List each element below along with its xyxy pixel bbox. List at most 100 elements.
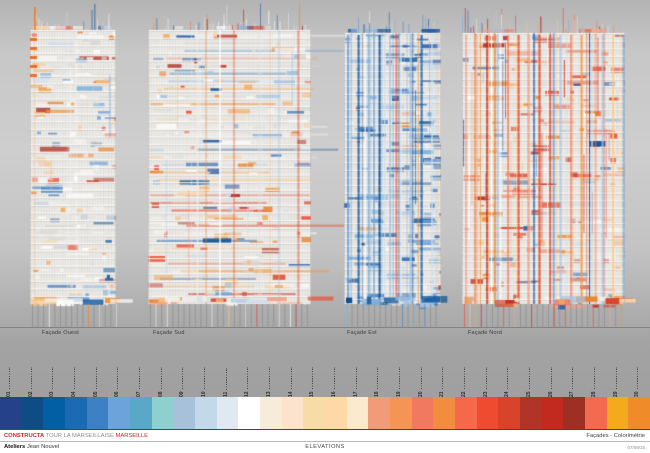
color-code-microtext	[571, 367, 573, 390]
palette-swatch-20	[411, 397, 434, 430]
color-code-microtext	[138, 367, 140, 390]
color-code-microtext	[528, 367, 530, 390]
palette-swatch-08	[151, 397, 174, 430]
color-code-microtext	[376, 367, 378, 390]
palette-label-06: 06	[112, 356, 126, 397]
palette-bottom-rule	[0, 428, 650, 431]
palette-label-30: 30	[632, 356, 646, 397]
title-block-divider	[0, 441, 650, 443]
color-code-microtext	[463, 367, 465, 390]
palette-label-28: 28	[589, 356, 603, 397]
color-code-microtext	[333, 367, 335, 390]
ground-line	[0, 327, 650, 328]
color-code-microtext	[51, 367, 53, 390]
palette-swatch-27	[563, 397, 586, 430]
company-name: CONSTRUCTA	[4, 433, 45, 440]
palette-swatch-26	[541, 397, 564, 430]
palette-label-23: 23	[481, 356, 495, 397]
palette-label-01: 01	[4, 356, 18, 397]
color-code-microtext	[268, 367, 270, 390]
color-code-microtext	[95, 367, 97, 390]
palette-label-10: 10	[199, 356, 213, 397]
color-code-microtext	[311, 367, 313, 390]
color-code-microtext	[506, 367, 508, 390]
color-code-microtext	[355, 367, 357, 390]
palette-label-02: 02	[26, 356, 40, 397]
palette-swatch-23	[476, 397, 499, 430]
palette-strip	[0, 397, 650, 430]
palette-swatch-10	[195, 397, 217, 430]
palette-label-12: 12	[242, 356, 256, 397]
facade-label-est: Façade Est	[347, 330, 377, 336]
palette-swatch-06	[108, 397, 131, 430]
title-block: CONSTRUCTA TOUR LA MARSEILLAISE MARSEILL…	[0, 430, 650, 453]
palette-swatch-11	[216, 397, 239, 430]
palette-swatch-12	[238, 397, 261, 430]
palette-swatch-22	[455, 397, 477, 430]
palette-swatch-04	[65, 397, 87, 430]
palette-label-21: 21	[437, 356, 451, 397]
palette-swatch-24	[498, 397, 521, 430]
palette-swatch-15	[303, 397, 326, 430]
color-code-microtext	[246, 367, 248, 390]
sheet-subtitle: ELEVATIONS	[305, 444, 345, 451]
palette-label-29: 29	[611, 356, 625, 397]
palette-swatch-07	[130, 397, 152, 430]
color-code-microtext	[203, 367, 205, 390]
elevations-canvas	[0, 0, 650, 345]
color-code-microtext	[615, 367, 617, 390]
facade-label-nord: Façade Nord	[468, 330, 502, 336]
project-city: MARSEILLE	[115, 433, 149, 440]
palette-label-22: 22	[459, 356, 473, 397]
palette-label-07: 07	[134, 356, 148, 397]
color-code-microtext	[420, 367, 422, 390]
palette-swatch-17	[346, 397, 369, 430]
palette-label-25: 25	[524, 356, 538, 397]
palette-swatch-14	[281, 397, 304, 430]
color-code-microtext	[225, 367, 227, 390]
palette-swatch-13	[260, 397, 282, 430]
palette-label-03: 03	[47, 356, 61, 397]
facade-label-ouest: Façade Ouest	[42, 330, 79, 336]
palette-swatch-01	[0, 397, 22, 430]
palette-label-05: 05	[91, 356, 105, 397]
color-code-microtext	[485, 367, 487, 390]
drawing-area: Façade Ouest Façade Sud Façade Est Façad…	[0, 0, 650, 430]
color-code-microtext	[441, 367, 443, 390]
color-code-microtext	[398, 367, 400, 390]
color-code-microtext	[160, 367, 162, 390]
palette-label-17: 17	[351, 356, 365, 397]
palette-swatch-05	[86, 397, 109, 430]
color-code-microtext	[593, 367, 595, 390]
palette-label-24: 24	[502, 356, 516, 397]
palette-swatch-21	[433, 397, 456, 430]
palette-swatch-19	[390, 397, 412, 430]
palette-label-14: 14	[286, 356, 300, 397]
color-code-microtext	[181, 367, 183, 390]
color-code-microtext	[550, 367, 552, 390]
palette-label-13: 13	[264, 356, 278, 397]
palette-label-19: 19	[394, 356, 408, 397]
palette-label-04: 04	[69, 356, 83, 397]
palette-label-16: 16	[329, 356, 343, 397]
architect-name-rest: Jean Nouvel	[25, 443, 60, 450]
sheet-date: 07/09/15	[627, 444, 645, 450]
palette-swatch-29	[606, 397, 629, 430]
color-code-microtext	[8, 367, 10, 390]
palette-label-09: 09	[177, 356, 191, 397]
facade-label-sud: Façade Sud	[153, 330, 185, 336]
palette-swatch-28	[585, 397, 607, 430]
palette-swatch-03	[43, 397, 66, 430]
color-code-microtext	[636, 367, 638, 390]
palette-swatch-16	[325, 397, 347, 430]
palette-label-18: 18	[372, 356, 386, 397]
palette-swatch-09	[173, 397, 196, 430]
palette-labels-row: 01 02 03 04 05 06 07 08 09 10 11 12 13 14 15 16 17 18 19 20…	[0, 356, 650, 397]
palette-swatch-25	[520, 397, 542, 430]
color-code-microtext	[116, 367, 118, 390]
title-block-left: CONSTRUCTA TOUR LA MARSEILLAISE MARSEILL…	[4, 433, 148, 439]
palette-label-11: 11	[221, 356, 235, 397]
palette-label-15: 15	[307, 356, 321, 397]
palette-label-08: 08	[156, 356, 170, 397]
